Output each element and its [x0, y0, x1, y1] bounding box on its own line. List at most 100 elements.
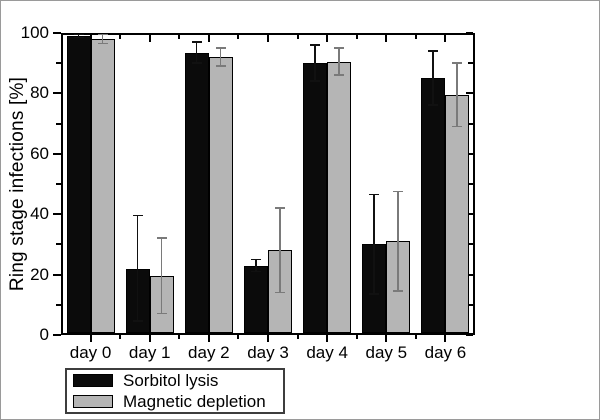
x-minor-tick	[237, 335, 240, 339]
error-bar-magnetic-depletion-day-4-cap-bottom	[334, 74, 345, 76]
bar-sorbitol-lysis-day-0	[66, 36, 91, 333]
y-tick-label: 0	[39, 325, 49, 344]
error-bar-sorbitol-lysis-day-4	[314, 45, 316, 82]
x-minor-tick	[414, 335, 417, 339]
x-minor-tick-top	[296, 33, 299, 39]
error-bar-sorbitol-lysis-day-3-cap-bottom	[251, 270, 261, 273]
error-bar-sorbitol-lysis-day-2-cap-bottom	[191, 62, 202, 64]
bar-magnetic-depletion-day-4	[327, 61, 352, 333]
bar-magnetic-depletion-day-2	[208, 57, 233, 333]
x-major-tick	[207, 335, 210, 342]
bar-sorbitol-lysis-day-6	[421, 78, 446, 333]
y-major-tick-right	[466, 334, 473, 336]
error-bar-magnetic-depletion-day-3-cap-bottom	[275, 291, 285, 294]
error-bar-magnetic-depletion-day-1-cap-top	[156, 237, 167, 239]
y-minor-tick-right	[468, 243, 473, 246]
error-bar-magnetic-depletion-day-2-cap-top	[215, 47, 226, 49]
x-minor-tick-top	[237, 33, 240, 39]
y-minor-tick-right	[468, 303, 473, 306]
error-bar-magnetic-depletion-day-1	[160, 238, 163, 314]
y-major-tick-right	[466, 32, 473, 34]
error-bar-magnetic-depletion-day-5-cap-top	[393, 190, 404, 193]
y-minor-tick	[56, 62, 61, 65]
x-minor-tick-top	[119, 33, 122, 39]
error-bar-magnetic-depletion-day-6-cap-top	[452, 62, 463, 64]
error-bar-sorbitol-lysis-day-1-cap-top	[132, 214, 143, 217]
y-major-tick	[53, 334, 61, 336]
error-bar-sorbitol-lysis-day-0-cap-bottom	[73, 36, 84, 39]
x-minor-tick	[296, 335, 299, 339]
y-minor-tick	[56, 183, 61, 185]
bar-magnetic-depletion-day-0	[90, 39, 115, 333]
error-bar-magnetic-depletion-day-2	[219, 48, 222, 67]
error-bar-sorbitol-lysis-day-1	[136, 215, 139, 322]
error-bar-magnetic-depletion-day-0	[101, 34, 104, 44]
y-major-tick	[53, 273, 61, 276]
x-major-tick-top	[385, 33, 388, 42]
legend-swatch-sorbitol-lysis	[73, 374, 113, 387]
y-major-tick	[53, 92, 61, 95]
y-minor-tick	[56, 303, 61, 306]
error-bar-magnetic-depletion-day-4	[338, 48, 340, 76]
error-bar-magnetic-depletion-day-5	[397, 191, 399, 292]
error-bar-sorbitol-lysis-day-6-cap-bottom	[428, 104, 439, 106]
legend-item-sorbitol-lysis: Sorbitol lysis	[73, 370, 283, 390]
y-minor-tick-right	[468, 62, 473, 65]
x-tick-label: day 0	[69, 343, 112, 362]
x-major-tick-top	[89, 33, 92, 42]
error-bar-sorbitol-lysis-day-0	[77, 34, 80, 38]
y-major-tick	[53, 152, 61, 155]
error-bar-magnetic-depletion-day-0-cap-top	[97, 33, 108, 35]
error-bar-sorbitol-lysis-day-6-cap-top	[428, 50, 439, 52]
error-bar-sorbitol-lysis-day-5-cap-bottom	[369, 293, 380, 295]
y-axis-title: Ring stage infections [%]	[7, 76, 28, 292]
y-major-tick-right	[466, 273, 473, 276]
x-major-tick	[444, 335, 447, 342]
legend-item-magnetic-depletion: Magnetic depletion	[73, 391, 283, 411]
error-bar-sorbitol-lysis-day-4-cap-top	[310, 44, 321, 46]
x-major-tick	[326, 335, 329, 342]
x-tick-label: day 6	[424, 343, 467, 362]
error-bar-sorbitol-lysis-day-3-cap-top	[251, 258, 261, 260]
bar-sorbitol-lysis-day-3	[244, 265, 268, 333]
error-bar-sorbitol-lysis-day-6	[432, 51, 434, 106]
x-major-tick	[89, 335, 92, 342]
x-tick-label: day 3	[247, 343, 289, 362]
error-bar-magnetic-depletion-day-2-cap-bottom	[215, 65, 226, 67]
x-minor-tick	[178, 335, 181, 339]
legend-label: Sorbitol lysis	[123, 370, 219, 390]
error-bar-magnetic-depletion-day-1-cap-bottom	[156, 312, 167, 315]
x-major-tick-top	[148, 33, 151, 42]
y-minor-tick	[56, 243, 61, 246]
x-major-tick-top	[207, 33, 210, 42]
y-tick-label: 100	[20, 23, 49, 42]
error-bar-sorbitol-lysis-day-5-cap-top	[369, 193, 380, 196]
y-minor-tick-right	[468, 183, 473, 185]
x-tick-label: day 2	[188, 343, 230, 362]
x-tick-label: day 4	[306, 343, 348, 362]
x-minor-tick-top	[178, 33, 181, 39]
x-major-tick-top	[267, 33, 269, 42]
error-bar-sorbitol-lysis-day-2-cap-top	[191, 41, 202, 43]
legend-label: Magnetic depletion	[123, 391, 266, 411]
bar-sorbitol-lysis-day-4	[303, 63, 328, 333]
error-bar-magnetic-depletion-day-6-cap-bottom	[452, 125, 463, 128]
y-tick-label: 40	[30, 204, 49, 224]
error-bar-sorbitol-lysis-day-5	[373, 194, 375, 295]
x-minor-tick-top	[355, 33, 358, 39]
error-bar-sorbitol-lysis-day-3	[255, 259, 257, 272]
legend-swatch-magnetic-depletion	[73, 395, 113, 408]
error-bar-magnetic-depletion-day-6	[456, 63, 458, 127]
y-tick-label: 60	[30, 143, 49, 163]
y-major-tick	[53, 32, 61, 34]
x-minor-tick	[119, 335, 122, 339]
x-major-tick-top	[444, 33, 447, 42]
bar-magnetic-depletion-day-6	[445, 94, 470, 333]
y-minor-tick-right	[468, 122, 473, 125]
x-tick-label: day 1	[128, 343, 171, 362]
error-bar-sorbitol-lysis-day-0-cap-top	[73, 33, 84, 35]
error-bar-magnetic-depletion-day-4-cap-top	[334, 47, 345, 49]
y-tick-label: 80	[30, 83, 49, 103]
error-bar-sorbitol-lysis-day-2	[195, 42, 198, 64]
